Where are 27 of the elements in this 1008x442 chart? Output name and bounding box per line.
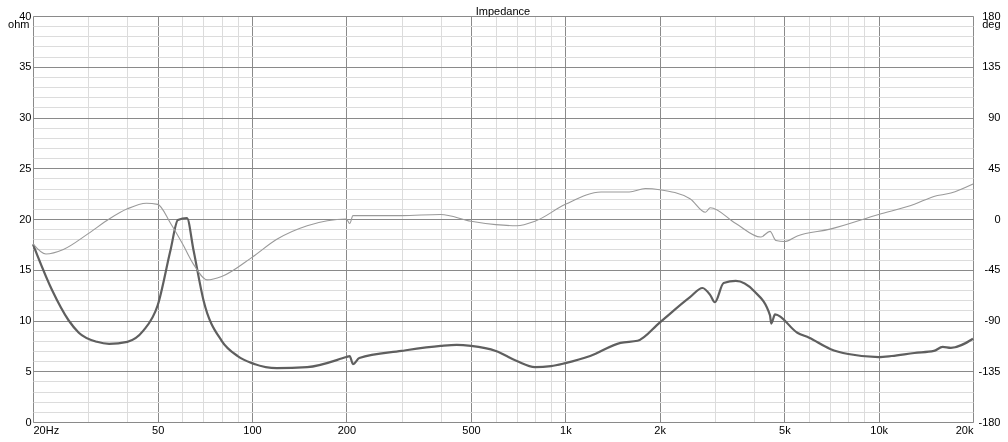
y2-tick-label: 45 — [988, 161, 1001, 174]
x-tick-label: 5k — [779, 423, 792, 436]
x-tick-label: 2k — [654, 423, 667, 436]
x-tick-label: 200 — [337, 423, 357, 436]
x-tick-label: 50 — [152, 423, 165, 436]
x-tick-label: 500 — [462, 423, 481, 436]
y-tick-label: 20 — [19, 212, 32, 225]
x-tick-label: 100 — [243, 423, 262, 436]
y-tick-label: 25 — [19, 161, 32, 174]
y2-tick-label: -45 — [984, 263, 1001, 276]
y-tick-label: 30 — [19, 111, 32, 123]
chart-title: Impedance — [475, 5, 531, 17]
x-tick-label: 20k — [955, 423, 974, 436]
y-tick-label: 15 — [19, 263, 32, 276]
x-tick-label: 20Hz — [33, 423, 60, 436]
y2-tick-label: -135 — [978, 364, 1001, 377]
y-tick-label: 5 — [25, 364, 32, 377]
y2-tick-label: -90 — [984, 314, 1001, 326]
y-tick-label: 10 — [19, 314, 32, 326]
y-tick-label: 35 — [19, 60, 32, 73]
y2-tick-label: 90 — [988, 111, 1001, 123]
y2-tick-label: 0 — [994, 212, 1001, 225]
x-tick-label: 10k — [870, 423, 889, 436]
y2-tick-label: 135 — [982, 60, 1001, 73]
x-tick-label: 1k — [560, 423, 573, 436]
y-tick-label: 0 — [25, 415, 32, 428]
y2-tick-label: -180 — [978, 415, 1001, 428]
